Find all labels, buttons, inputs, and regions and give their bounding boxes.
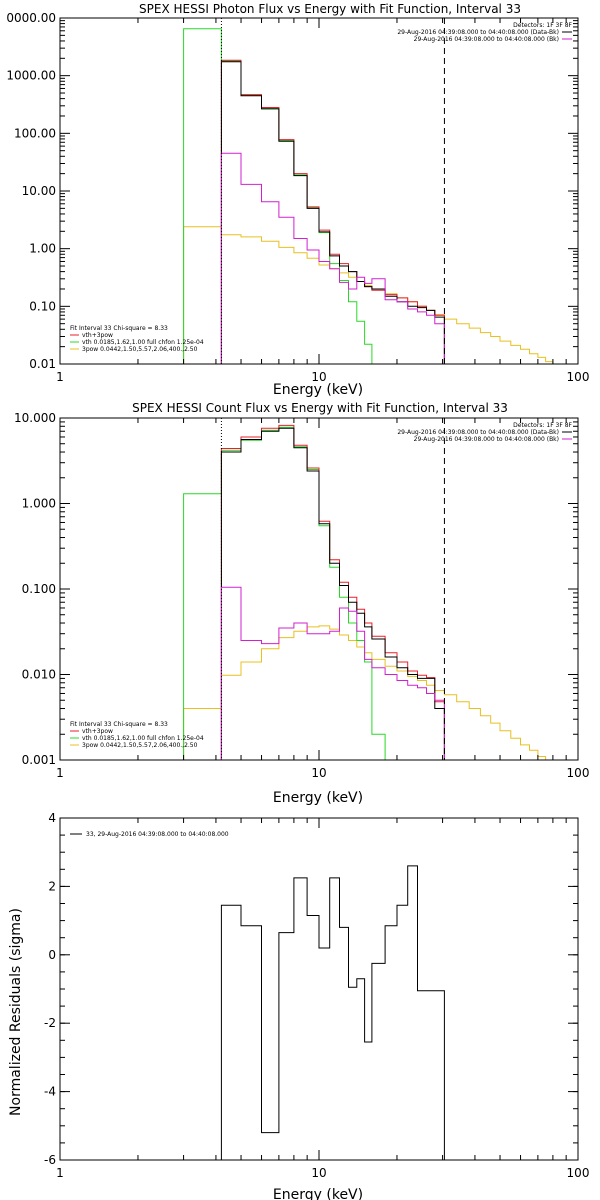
series-magenta	[220, 586, 445, 760]
x-tick-label: 1	[56, 766, 64, 780]
legend-header: Detectors: 1F 3F 8F	[513, 22, 572, 29]
legend-entry: 29-Aug-2016 04:39:08.000 to 04:40:08.000…	[414, 436, 559, 443]
y-tick-label: 0.001	[22, 753, 56, 767]
y-tick-label: 1.00	[29, 242, 56, 256]
y-tick-label: 0.01	[29, 357, 56, 371]
legend-header: Detectors: 1F 3F 8F	[513, 422, 572, 429]
y-tick-label: 1000.00	[6, 69, 56, 83]
legend-entry: 3pow 0.0442,1.50,5.57,2.06,400.,2.50	[82, 742, 198, 749]
y-axis-label: Normalized Residuals (sigma)	[8, 908, 24, 1116]
y-tick-label: 10.00	[22, 184, 56, 198]
plot-frame	[59, 817, 579, 1161]
x-tick-label: 10	[311, 370, 326, 384]
y-tick-label: 1.000	[22, 497, 56, 511]
legend-entry: 29-Aug-2016 04:39:08.000 to 04:40:08.000…	[414, 36, 559, 43]
series-black	[220, 865, 445, 1160]
x-tick-label: 1	[56, 1166, 64, 1180]
x-axis-label: Energy (keV)	[273, 382, 363, 398]
x-tick-label: 1	[56, 370, 64, 384]
y-tick-label: 2	[48, 879, 56, 893]
legend-entry: 3pow 0.0442,1.50,5.57,2.06,400.,2.50	[82, 346, 198, 353]
photon-flux-panel: SPEX HESSI Photon Flux vs Energy with Fi…	[6, 2, 589, 398]
legend-entry: vth+3pow	[82, 332, 113, 339]
series-green	[183, 28, 386, 365]
y-tick-label: 0.10	[29, 299, 56, 313]
x-tick-label: 10	[311, 766, 326, 780]
y-tick-label: 0000.00	[6, 11, 56, 25]
panel-title: SPEX HESSI Count Flux vs Energy with Fit…	[132, 401, 508, 415]
legend-entry: 33, 29-Aug-2016 04:39:08.000 to 04:40:08…	[86, 831, 229, 838]
legend-entry: vth 0.0185,1.62,1.00 full chfon 1.25e-04	[82, 735, 204, 742]
series-yellow	[183, 226, 554, 364]
series-green	[183, 426, 386, 760]
series-black	[220, 427, 445, 760]
y-tick-label: -6	[44, 1153, 56, 1167]
y-tick-label: 10.000	[14, 411, 56, 425]
panel-title: SPEX HESSI Photon Flux vs Energy with Fi…	[139, 2, 521, 16]
series-red	[220, 59, 445, 364]
residuals-panel: 1 10 100 -6 -4 -2 0 2 4 Energy (keV) Normalized …	[8, 811, 589, 1200]
x-tick-label: 10	[311, 1166, 326, 1180]
series-red	[220, 424, 445, 760]
legend-bottom-left: Fit Interval 33 Chi-square = 8.33vth+3po…	[70, 721, 204, 749]
x-tick-label: 100	[567, 766, 590, 780]
x-tick-label: 100	[567, 1166, 590, 1180]
series-yellow	[183, 625, 553, 761]
x-axis-label: Energy (keV)	[273, 1187, 363, 1200]
y-tick-label: 100.00	[14, 126, 56, 140]
legend-entry: vth 0.0185,1.62,1.00 full chfon 1.25e-04	[82, 339, 204, 346]
plot-frame	[59, 17, 579, 365]
series-magenta	[220, 152, 445, 364]
y-tick-label: 4	[48, 811, 56, 825]
x-axis-label: Energy (keV)	[273, 790, 363, 806]
y-tick-label: -4	[44, 1085, 56, 1099]
series-black	[220, 61, 445, 364]
y-tick-label: 0	[48, 948, 56, 962]
legend-entry: vth+3pow	[82, 728, 113, 735]
legend-header: Fit Interval 33 Chi-square = 8.33	[70, 721, 168, 728]
count-flux-panel: SPEX HESSI Count Flux vs Energy with Fit…	[14, 401, 589, 806]
y-tick-label: 0.100	[22, 582, 56, 596]
x-tick-label: 100	[567, 370, 590, 384]
legend-entry: 29-Aug-2016 04:39:08.000 to 04:40:08.000…	[397, 429, 559, 436]
y-tick-label: -2	[44, 1016, 56, 1030]
y-tick-label: 0.010	[22, 668, 56, 682]
legend-top-left: 33, 29-Aug-2016 04:39:08.000 to 04:40:08…	[70, 831, 229, 838]
legend-entry: 29-Aug-2016 04:39:08.000 to 04:40:08.000…	[397, 29, 559, 36]
legend-header: Fit Interval 33 Chi-square = 8.33	[70, 325, 168, 332]
legend-bottom-left: Fit Interval 33 Chi-square = 8.33vth+3po…	[70, 325, 204, 353]
